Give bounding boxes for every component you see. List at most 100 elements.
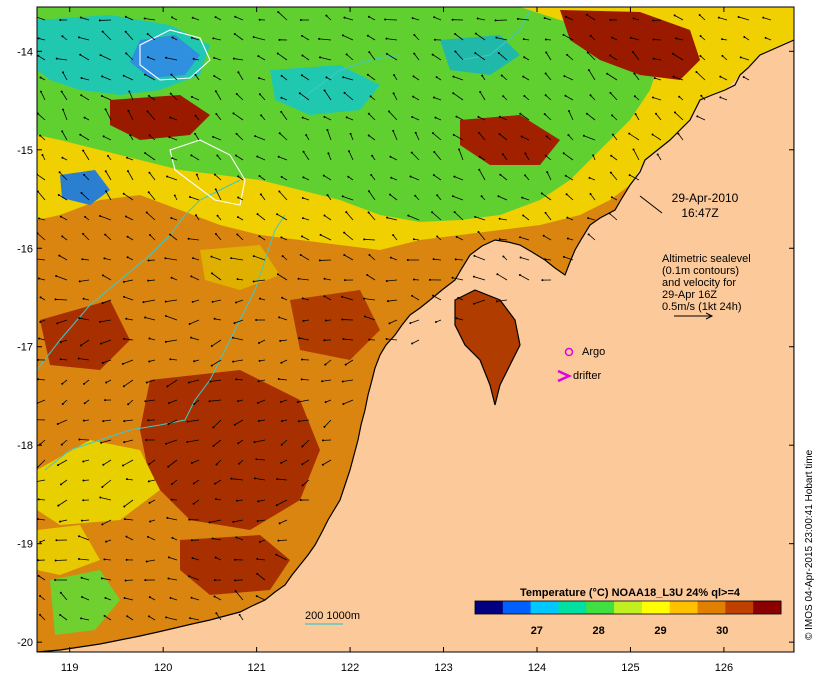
velocity-arrow-head [321,463,324,466]
velocity-arrow-head [345,211,348,214]
velocity-arrow [148,279,156,282]
velocity-arrow-head [436,194,439,197]
velocity-arrow-head [216,154,219,157]
velocity-arrow [324,419,332,428]
velocity-arrow [259,93,266,101]
velocity-arrow-head [654,112,657,115]
velocity-arrow [145,399,156,402]
velocity-arrow-head [563,75,566,78]
velocity-arrow [104,558,112,561]
x-tick-label: 125 [621,662,639,674]
x-tick-label: 121 [247,662,265,674]
velocity-arrow [105,191,112,201]
velocity-arrow-head [610,196,613,199]
velocity-arrow-head [518,274,521,277]
velocity-arrow-head [253,477,256,480]
velocity-arrow [168,578,178,581]
velocity-arrow-head [319,56,322,59]
velocity-arrow-head [301,116,304,119]
velocity-arrow-head [656,153,659,156]
velocity-arrow-head [83,402,86,405]
velocity-arrow-head [327,152,330,155]
velocity-arrow [235,16,244,21]
velocity-arrow-head [191,16,194,19]
y-tick-label: -20 [17,637,33,649]
velocity-arrow-head [497,52,500,55]
velocity-arrow-head [165,616,168,619]
velocity-arrow-head [278,38,281,41]
velocity-arrow-head [276,52,279,55]
velocity-arrow [606,73,618,81]
velocity-arrow-head [170,73,173,76]
velocity-arrow [258,499,266,502]
velocity-arrow [213,37,222,41]
velocity-arrow [81,94,90,101]
velocity-arrow [545,94,552,101]
velocity-arrow-head [326,194,329,197]
velocity-arrow-head [193,360,196,363]
velocity-arrow [454,211,464,221]
velocity-arrow-head [434,116,437,119]
velocity-arrow-head [342,338,345,341]
velocity-arrow-head [166,516,169,519]
velocity-arrow-head [55,57,58,60]
velocity-arrow [277,11,288,21]
velocity-arrow [673,76,684,81]
velocity-arrow-head [386,300,389,303]
velocity-arrow [391,177,398,181]
velocity-arrow-head [742,75,745,78]
velocity-arrow [101,577,112,581]
velocity-arrow-head [99,54,102,57]
velocity-arrow-head [673,14,676,17]
velocity-arrow-head [566,53,569,56]
velocity-arrow [302,217,310,221]
velocity-arrow [433,151,442,161]
velocity-arrow [281,237,288,241]
velocity-arrow [367,35,376,41]
velocity-arrow-head [325,76,328,79]
velocity-arrow [149,172,156,181]
sst-patch-red-8 [290,290,380,360]
velocity-arrow-head [280,236,283,239]
velocity-arrow-head [275,504,278,507]
velocity-arrow-head [101,302,104,305]
velocity-arrow [281,459,288,464]
velocity-arrow [364,298,376,301]
velocity-arrow [344,254,354,261]
velocity-arrow [233,58,244,61]
x-tick-label: 126 [715,662,733,674]
velocity-arrow [473,276,486,281]
velocity-arrow-head [389,155,392,158]
velocity-arrow [145,317,156,321]
velocity-arrow-head [188,322,191,325]
velocity-arrow-head [190,539,193,542]
velocity-arrow [144,152,156,161]
velocity-arrow-head [385,279,388,282]
velocity-arrow-head [233,423,236,426]
velocity-arrow-head [544,38,547,41]
velocity-arrow-head [542,234,545,237]
velocity-arrow-head [297,277,300,280]
sst-patch-red-3 [460,115,560,165]
velocity-arrow [59,519,68,522]
velocity-arrow-head [144,152,147,155]
velocity-arrow [37,378,46,381]
velocity-arrow [386,338,398,341]
velocity-arrow-head [59,613,62,616]
velocity-arrow-head [164,300,167,303]
velocity-arrow-head [123,337,126,340]
velocity-arrow-head [233,322,236,325]
velocity-arrow-head [210,345,213,348]
velocity-arrow-head [149,234,152,237]
velocity-arrow-head [237,442,240,445]
velocity-arrow [56,275,68,281]
velocity-arrow [412,96,420,101]
velocity-arrow [216,113,222,121]
velocity-arrow-head [57,504,60,507]
velocity-arrow [57,319,68,324]
velocity-arrow [78,358,90,361]
velocity-arrow [281,439,288,446]
velocity-arrow-head [566,216,569,219]
velocity-arrow [254,477,266,481]
velocity-arrow [456,116,464,121]
